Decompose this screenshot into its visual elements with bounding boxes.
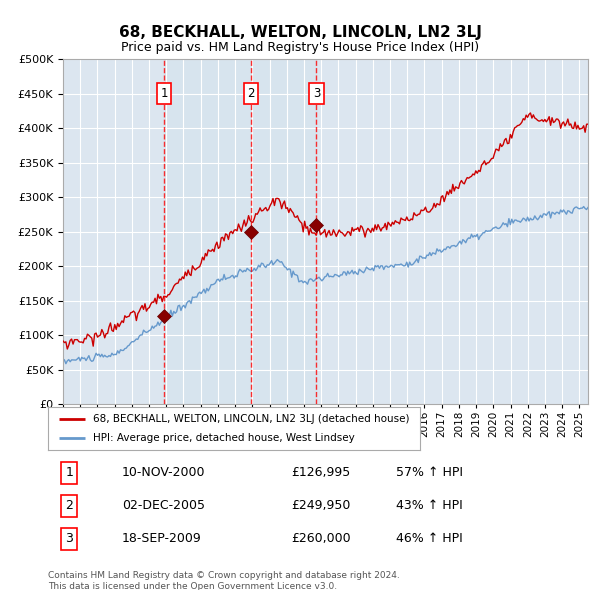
Text: 3: 3 bbox=[313, 87, 320, 100]
Text: 2: 2 bbox=[247, 87, 255, 100]
Text: 68, BECKHALL, WELTON, LINCOLN, LN2 3LJ (detached house): 68, BECKHALL, WELTON, LINCOLN, LN2 3LJ (… bbox=[92, 414, 409, 424]
Text: Price paid vs. HM Land Registry's House Price Index (HPI): Price paid vs. HM Land Registry's House … bbox=[121, 41, 479, 54]
Text: 18-SEP-2009: 18-SEP-2009 bbox=[122, 532, 202, 546]
Text: 1: 1 bbox=[160, 87, 168, 100]
Text: 1: 1 bbox=[65, 466, 73, 480]
Text: £260,000: £260,000 bbox=[291, 532, 350, 546]
Text: 46% ↑ HPI: 46% ↑ HPI bbox=[397, 532, 463, 546]
Bar bbox=[164, 59, 316, 404]
Text: Contains HM Land Registry data © Crown copyright and database right 2024.: Contains HM Land Registry data © Crown c… bbox=[48, 571, 400, 580]
Text: 68, BECKHALL, WELTON, LINCOLN, LN2 3LJ: 68, BECKHALL, WELTON, LINCOLN, LN2 3LJ bbox=[119, 25, 481, 40]
Text: This data is licensed under the Open Government Licence v3.0.: This data is licensed under the Open Gov… bbox=[48, 582, 337, 590]
Text: 2: 2 bbox=[65, 499, 73, 513]
Text: 02-DEC-2005: 02-DEC-2005 bbox=[122, 499, 205, 513]
Text: 10-NOV-2000: 10-NOV-2000 bbox=[122, 466, 205, 480]
Text: £126,995: £126,995 bbox=[291, 466, 350, 480]
Text: 43% ↑ HPI: 43% ↑ HPI bbox=[397, 499, 463, 513]
Text: 3: 3 bbox=[65, 532, 73, 546]
Text: 57% ↑ HPI: 57% ↑ HPI bbox=[397, 466, 463, 480]
Text: HPI: Average price, detached house, West Lindsey: HPI: Average price, detached house, West… bbox=[92, 433, 355, 443]
Text: £249,950: £249,950 bbox=[291, 499, 350, 513]
